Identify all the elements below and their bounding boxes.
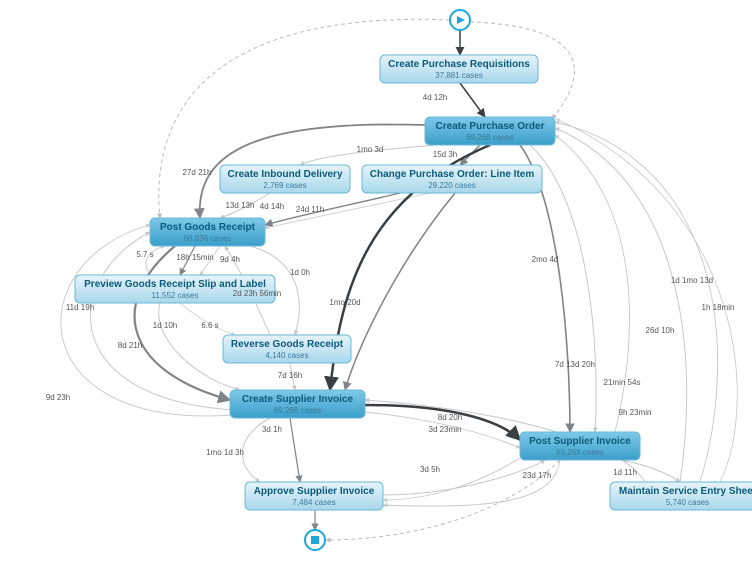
edge-label: 1mo 1d 3h xyxy=(206,448,244,457)
edge-label: 21min 54s xyxy=(604,378,641,387)
edge-label: 1d 11h xyxy=(613,468,637,477)
edge-label: 1d 1mo 13d xyxy=(671,276,713,285)
edge-label: 1d 0h xyxy=(290,268,310,277)
node-cases: 68,836 cases xyxy=(184,234,232,243)
node-title: Post Goods Receipt xyxy=(160,222,256,233)
node-asi[interactable]: Approve Supplier Invoice7,484 cases xyxy=(245,482,383,510)
edge-label: 13d 13h xyxy=(226,201,255,210)
node-mses[interactable]: Maintain Service Entry Sheet5,740 cases xyxy=(610,482,752,510)
edge-label: 3d 5h xyxy=(420,465,440,474)
node-pgr[interactable]: Post Goods Receipt68,836 cases xyxy=(150,218,265,246)
edge-label: 9d 4h xyxy=(220,255,240,264)
node-cases: 5,740 cases xyxy=(666,498,709,507)
edge-label: 26d 10h xyxy=(646,326,675,335)
node-cases: 7,484 cases xyxy=(292,498,335,507)
node-cid[interactable]: Create Inbound Delivery2,769 cases xyxy=(220,165,350,193)
edge-csi-psi xyxy=(365,405,520,440)
node-cases: 11,552 cases xyxy=(152,291,199,300)
edge-mses-cpo xyxy=(555,128,687,482)
node-title: Maintain Service Entry Sheet xyxy=(619,486,752,497)
node-cases: 69,268 cases xyxy=(274,406,322,415)
edge-label: 8d 20h xyxy=(438,413,462,422)
node-cpr[interactable]: Create Purchase Requisitions37,881 cases xyxy=(380,55,538,83)
edge-label: 7d 13d 20h xyxy=(555,360,595,369)
node-psi[interactable]: Post Supplier Invoice69,268 cases xyxy=(520,432,640,460)
edge-label: 11d 19h xyxy=(66,303,94,312)
edge-label: 23d 17h xyxy=(523,471,552,480)
edge-prv-rgr xyxy=(180,303,235,335)
edge-label: 1mo 20d xyxy=(329,298,360,307)
edge-mses-cpo xyxy=(555,122,718,482)
node-cases: 4,140 cases xyxy=(265,351,308,360)
node-title: Create Purchase Order xyxy=(436,121,545,132)
edge-cpr-cpo xyxy=(460,83,485,117)
node-cases: 37,881 cases xyxy=(435,71,483,80)
terminals xyxy=(305,10,470,550)
process-diagram: Create Purchase Requisitions37,881 cases… xyxy=(0,0,752,563)
edge-label: 3d 1h xyxy=(262,425,282,434)
nodes-layer: Create Purchase Requisitions37,881 cases… xyxy=(75,55,752,510)
edge-label: 2d 23h 56min xyxy=(233,289,281,298)
edge-psi-cpo xyxy=(555,135,629,432)
edge-asi-psi xyxy=(383,460,545,495)
node-rgr[interactable]: Reverse Goods Receipt4,140 cases xyxy=(223,335,351,363)
edge-label: 9h 23min xyxy=(619,408,652,417)
node-title: Change Purchase Order: Line Item xyxy=(370,169,535,180)
start-icon xyxy=(450,10,470,30)
node-title: Create Inbound Delivery xyxy=(227,169,342,180)
edge-label: 3d 23min xyxy=(429,425,462,434)
edge-cpoli-csi xyxy=(345,193,455,390)
edge-label: 27d 21h xyxy=(183,168,212,177)
edge-label: 1d 10h xyxy=(153,321,177,330)
edge-label: 4d 14h xyxy=(260,202,284,211)
end-icon xyxy=(305,530,325,550)
node-cpo[interactable]: Create Purchase Order69,268 cases xyxy=(425,117,555,145)
edge-label: 4d 12h xyxy=(423,93,447,102)
edge-cpoli-pgr xyxy=(265,193,400,225)
edge-label: 18h 15min xyxy=(176,253,213,262)
node-csi[interactable]: Create Supplier Invoice69,268 cases xyxy=(230,390,365,418)
edge-mses-psi xyxy=(556,119,737,482)
node-title: Reverse Goods Receipt xyxy=(231,339,344,350)
edge-psi-asi xyxy=(383,460,560,506)
edge-label: 9d 23h xyxy=(46,393,70,402)
node-title: Post Supplier Invoice xyxy=(529,436,631,447)
node-title: Create Supplier Invoice xyxy=(242,394,354,405)
edge-label: 15d 3h xyxy=(433,150,457,159)
node-title: Approve Supplier Invoice xyxy=(254,486,375,497)
edge-label: 5.7 s xyxy=(136,250,153,259)
node-cases: 2,769 cases xyxy=(263,181,306,190)
edge-csi-asi xyxy=(290,418,300,482)
edge-label: 8d 21h xyxy=(118,341,142,350)
edge-label: 1mo 3d xyxy=(357,145,384,154)
edge-label: 7d 16h xyxy=(278,371,302,380)
node-cpoli[interactable]: Change Purchase Order: Line Item29,220 c… xyxy=(362,165,542,193)
edge-label: 6.6 s xyxy=(201,321,218,330)
node-cases: 69,268 cases xyxy=(466,133,514,142)
node-title: Create Purchase Requisitions xyxy=(388,59,530,70)
edge-label: 24d 11h xyxy=(296,205,324,214)
edge-label: 1h 18min xyxy=(702,303,735,312)
node-cases: 69,268 cases xyxy=(556,448,604,457)
edge-label: 2mo 4d xyxy=(532,255,559,264)
node-cases: 29,220 cases xyxy=(428,181,476,190)
edge-psi-asi xyxy=(383,455,525,500)
